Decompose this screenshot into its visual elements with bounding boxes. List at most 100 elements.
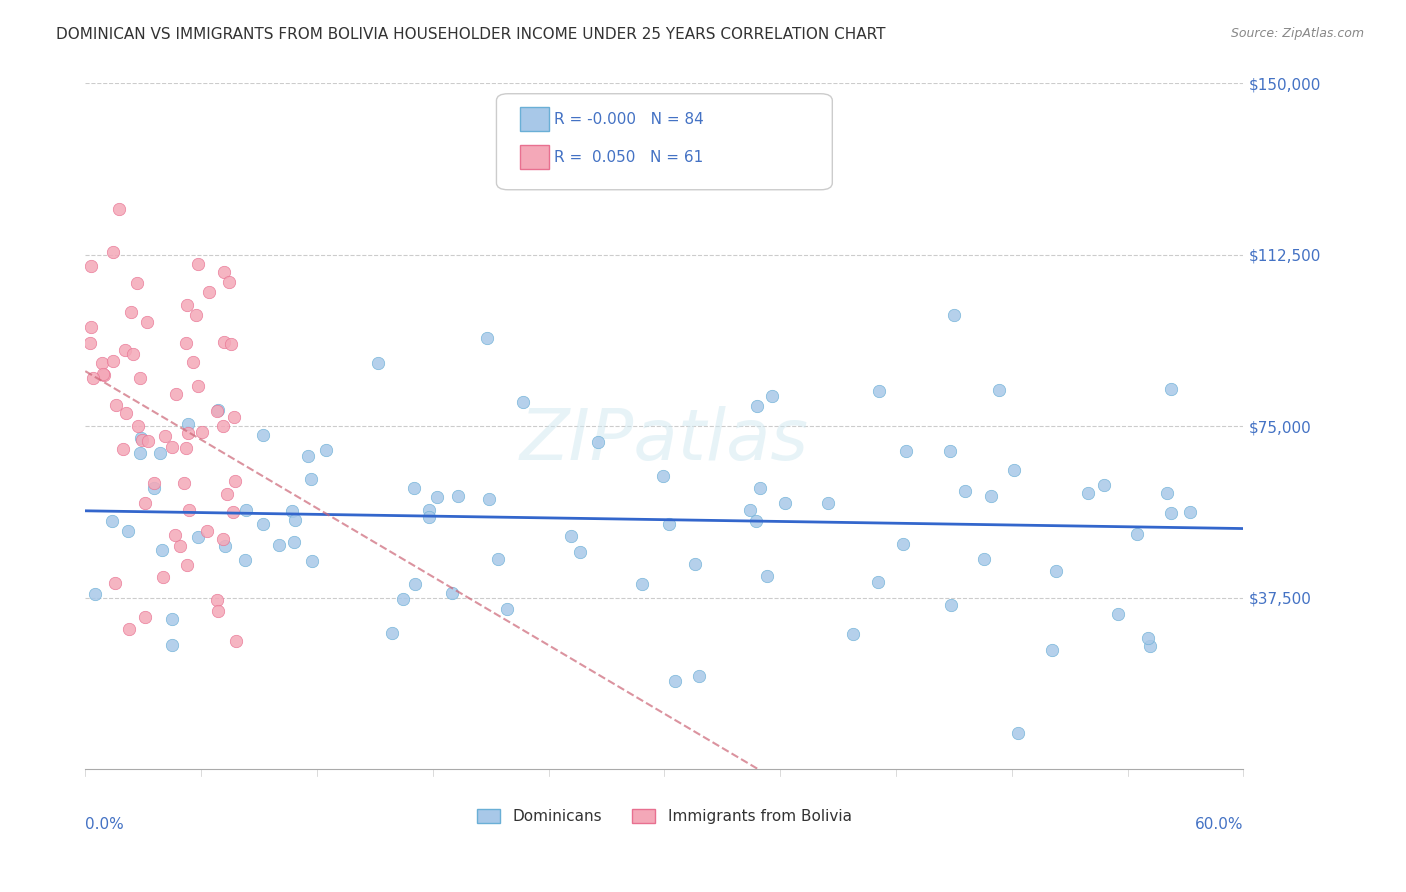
Immigrants from Bolivia: [138, 434, 160, 449]
Immigrants from Bolivia: [207, 404, 229, 418]
Dominicans: [1076, 486, 1098, 500]
Immigrants from Bolivia: [173, 475, 195, 490]
Dominicans: [1160, 506, 1182, 520]
Immigrants from Bolivia: [212, 265, 235, 279]
Dominicans: [235, 502, 257, 516]
Dominicans: [745, 399, 768, 413]
Dominicans: [143, 481, 166, 495]
Immigrants from Bolivia: [187, 257, 209, 271]
FancyBboxPatch shape: [496, 94, 832, 190]
Immigrants from Bolivia: [176, 298, 198, 312]
Dominicans: [214, 539, 236, 553]
Dominicans: [1002, 462, 1025, 476]
Dominicans: [512, 395, 534, 409]
Immigrants from Bolivia: [190, 425, 212, 439]
Dominicans: [233, 553, 256, 567]
Dominicans: [269, 538, 291, 552]
Immigrants from Bolivia: [152, 570, 174, 584]
Immigrants from Bolivia: [163, 528, 186, 542]
Immigrants from Bolivia: [93, 368, 115, 382]
Immigrants from Bolivia: [169, 539, 191, 553]
Dominicans: [1160, 382, 1182, 396]
Dominicans: [162, 639, 184, 653]
Immigrants from Bolivia: [183, 354, 205, 368]
Dominicans: [150, 543, 173, 558]
FancyBboxPatch shape: [520, 145, 548, 169]
Immigrants from Bolivia: [215, 487, 238, 501]
Dominicans: [773, 495, 796, 509]
Immigrants from Bolivia: [82, 371, 104, 385]
Dominicans: [1136, 632, 1159, 646]
Text: 0.0%: 0.0%: [86, 817, 124, 832]
Text: Source: ZipAtlas.com: Source: ZipAtlas.com: [1230, 27, 1364, 40]
Immigrants from Bolivia: [176, 441, 198, 455]
Dominicans: [866, 575, 889, 590]
Dominicans: [740, 503, 762, 517]
Dominicans: [761, 389, 783, 403]
Dominicans: [418, 503, 440, 517]
Dominicans: [187, 530, 209, 544]
Dominicans: [477, 330, 499, 344]
Immigrants from Bolivia: [187, 379, 209, 393]
Immigrants from Bolivia: [142, 475, 165, 490]
Immigrants from Bolivia: [186, 309, 208, 323]
Dominicans: [381, 626, 404, 640]
Immigrants from Bolivia: [125, 276, 148, 290]
Dominicans: [426, 490, 449, 504]
Dominicans: [1126, 526, 1149, 541]
Dominicans: [297, 449, 319, 463]
Immigrants from Bolivia: [115, 406, 138, 420]
Dominicans: [447, 490, 470, 504]
Immigrants from Bolivia: [80, 260, 103, 274]
Dominicans: [252, 516, 274, 531]
Dominicans: [281, 503, 304, 517]
Immigrants from Bolivia: [222, 506, 245, 520]
Dominicans: [284, 513, 307, 527]
Immigrants from Bolivia: [218, 275, 240, 289]
Immigrants from Bolivia: [177, 503, 200, 517]
Dominicans: [404, 577, 426, 591]
Immigrants from Bolivia: [90, 356, 112, 370]
Immigrants from Bolivia: [224, 474, 246, 488]
Dominicans: [939, 599, 962, 613]
Immigrants from Bolivia: [103, 354, 125, 368]
Immigrants from Bolivia: [224, 410, 246, 425]
Immigrants from Bolivia: [107, 202, 129, 216]
Dominicans: [569, 545, 592, 559]
Text: ZIPatlas: ZIPatlas: [520, 406, 808, 475]
Dominicans: [664, 674, 686, 689]
Dominicans: [149, 446, 172, 460]
Immigrants from Bolivia: [219, 336, 242, 351]
Dominicans: [1107, 607, 1129, 621]
Dominicans: [418, 510, 440, 524]
Dominicans: [496, 602, 519, 616]
Immigrants from Bolivia: [174, 335, 197, 350]
Dominicans: [101, 514, 124, 528]
Dominicans: [688, 669, 710, 683]
Dominicans: [1040, 643, 1063, 657]
Legend: Dominicans, Immigrants from Bolivia: Dominicans, Immigrants from Bolivia: [471, 803, 858, 830]
Dominicans: [651, 468, 673, 483]
Immigrants from Bolivia: [198, 285, 221, 300]
Immigrants from Bolivia: [136, 315, 159, 329]
Dominicans: [745, 514, 768, 528]
Dominicans: [756, 568, 779, 582]
Dominicans: [478, 492, 501, 507]
Dominicans: [441, 585, 464, 599]
Dominicans: [943, 308, 966, 322]
Immigrants from Bolivia: [207, 604, 229, 618]
Dominicans: [128, 446, 150, 460]
Immigrants from Bolivia: [176, 558, 198, 573]
Immigrants from Bolivia: [153, 429, 176, 443]
Immigrants from Bolivia: [165, 387, 187, 401]
Dominicans: [988, 384, 1011, 398]
Dominicans: [560, 529, 582, 543]
Immigrants from Bolivia: [160, 440, 183, 454]
Immigrants from Bolivia: [131, 433, 153, 447]
Immigrants from Bolivia: [134, 610, 156, 624]
Immigrants from Bolivia: [104, 575, 127, 590]
Text: R =  0.050   N = 61: R = 0.050 N = 61: [554, 150, 703, 165]
Immigrants from Bolivia: [91, 367, 114, 381]
Dominicans: [177, 417, 200, 431]
Dominicans: [1180, 505, 1202, 519]
